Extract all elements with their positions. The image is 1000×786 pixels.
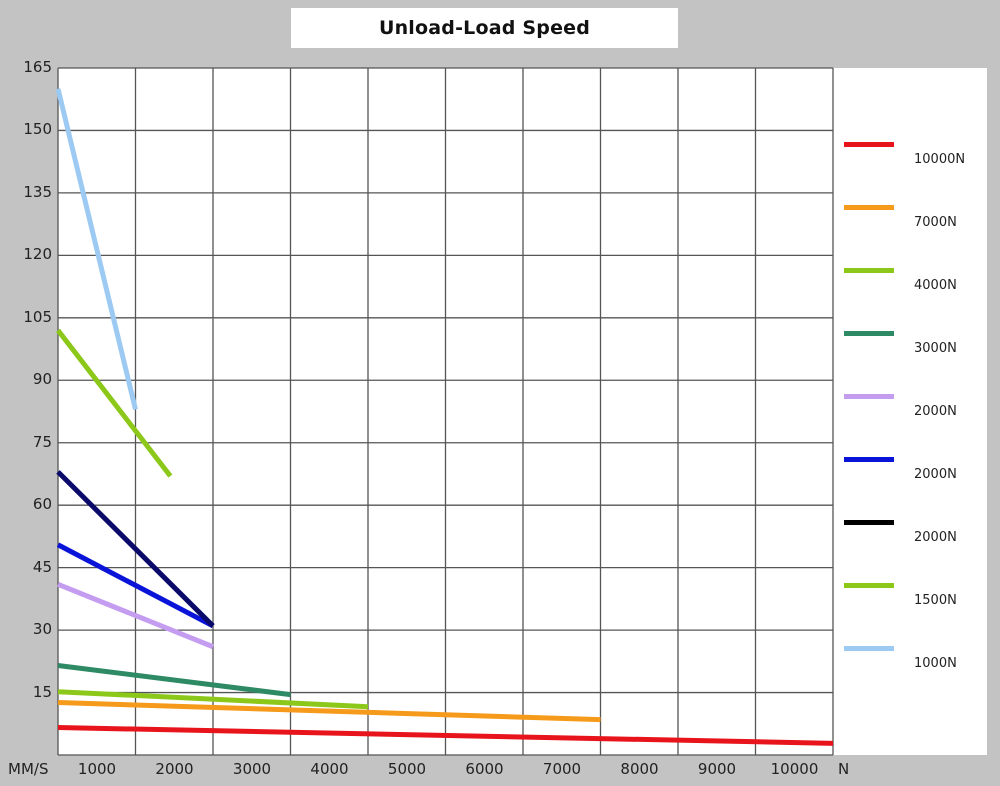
legend-item: 7000N xyxy=(842,205,982,245)
grid-lines xyxy=(57,67,834,756)
legend-swatch xyxy=(844,457,894,462)
x-tick-label: 9000 xyxy=(697,760,737,778)
series-line-2000n-5 xyxy=(56,542,215,629)
legend-item: 2000N xyxy=(842,394,982,434)
y-tick-label: 75 xyxy=(32,432,52,451)
series-line-2000n-4 xyxy=(57,581,214,650)
series-line-1000n-8 xyxy=(55,88,138,411)
legend-item: 1500N xyxy=(842,583,982,623)
series-line-10000n-0 xyxy=(57,725,834,746)
y-tick-label: 120 xyxy=(23,245,52,264)
legend-swatch xyxy=(844,583,894,588)
x-tick-label: 6000 xyxy=(465,760,504,778)
x-tick-label: 3000 xyxy=(232,760,272,778)
x-tick-label: 7000 xyxy=(542,760,582,778)
legend-swatch xyxy=(844,646,894,651)
legend-label: 2000N xyxy=(914,404,957,419)
x-tick-label: 10000 xyxy=(770,760,819,778)
series-line-4000n-2 xyxy=(57,689,369,710)
legend-item: 2000N xyxy=(842,457,982,497)
y-tick-label: 30 xyxy=(32,620,52,639)
series-line-1500n-7 xyxy=(56,328,173,478)
y-tick-label: 90 xyxy=(32,370,52,389)
y-tick-label: 135 xyxy=(23,182,52,201)
legend-swatch xyxy=(844,268,894,273)
legend-label: 1000N xyxy=(914,656,957,671)
x-tick-label: 2000 xyxy=(155,760,194,778)
chart-title-box: Unload-Load Speed xyxy=(291,8,678,48)
legend-label: 3000N xyxy=(914,341,957,356)
legend-item: 10000N xyxy=(842,142,982,182)
legend-item: 3000N xyxy=(842,331,982,371)
series-line-2000n-6 xyxy=(56,470,215,628)
legend-item: 1000N xyxy=(842,646,982,686)
legend-label: 7000N xyxy=(914,215,957,230)
legend-swatch xyxy=(844,394,894,399)
y-tick-label: 150 xyxy=(23,120,52,139)
legend-label: 1500N xyxy=(914,593,957,608)
legend-item: 4000N xyxy=(842,268,982,308)
y-tick-label: 165 xyxy=(23,58,52,76)
legend-label: 2000N xyxy=(914,530,957,545)
y-axis-unit-label: MM/S xyxy=(8,760,49,778)
x-tick-label: 4000 xyxy=(310,760,349,778)
legend-swatch xyxy=(844,520,894,525)
series-line-3000n-3 xyxy=(57,663,291,698)
x-axis-unit-label: N xyxy=(838,760,850,778)
legend-label: 10000N xyxy=(914,152,966,167)
legend-panel xyxy=(833,68,987,755)
y-tick-label: 15 xyxy=(32,682,52,701)
y-tick-label: 60 xyxy=(32,495,52,514)
series-lines xyxy=(55,88,834,746)
x-tick-label: 8000 xyxy=(620,760,659,778)
y-tick-label: 45 xyxy=(32,557,52,576)
chart-title: Unload-Load Speed xyxy=(378,17,591,39)
legend-item: 2000N xyxy=(842,520,982,560)
legend-label: 2000N xyxy=(914,467,957,482)
y-tick-label: 105 xyxy=(23,307,52,326)
x-tick-label: 5000 xyxy=(387,760,427,778)
legend-swatch xyxy=(844,142,894,147)
legend-label: 4000N xyxy=(914,278,957,293)
series-line-7000n-1 xyxy=(57,700,601,723)
legend-swatch xyxy=(844,331,894,336)
x-tick-label: 1000 xyxy=(77,760,117,778)
legend-swatch xyxy=(844,205,894,210)
